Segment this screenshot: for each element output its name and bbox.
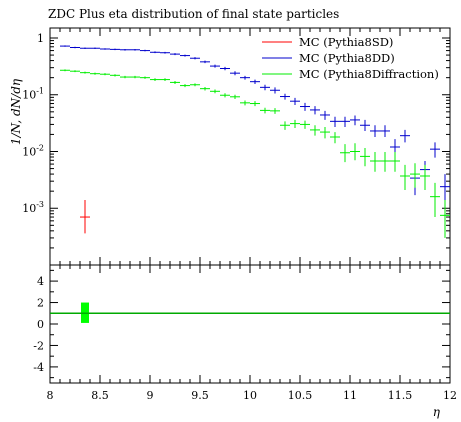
main-panel: 1 10-1 10-2 10-3 1/N, dN/dη: [9, 27, 451, 266]
y-tick-label: 10-3: [22, 200, 44, 215]
ratio-panel: 4 2 0 -2 -4: [33, 264, 451, 384]
ratio-y-tick-label: 4: [37, 275, 44, 288]
y-tick-label: 1: [37, 32, 44, 45]
x-tick-label: 8: [47, 389, 54, 402]
legend-label: MC (Pythia8Diffraction): [299, 67, 439, 81]
series-mc-pythia8sd-: [80, 199, 90, 234]
y-tick-label: 10-2: [22, 143, 44, 158]
x-axis-label: η: [433, 405, 441, 419]
x-tick-labels: 8 8.5 9 9.5 10 10.5 11 11.5 12: [47, 389, 458, 402]
x-tick-label: 9: [147, 389, 154, 402]
x-tick-label: 10.5: [288, 389, 313, 402]
x-tick-label: 8.5: [91, 389, 109, 402]
ratio-y-tick-label: -2: [33, 339, 44, 352]
ratio-y-tick-label: 0: [37, 318, 44, 331]
ratio-plot-frame: [49, 264, 451, 384]
x-tick-label: 12: [443, 389, 457, 402]
legend: MC (Pythia8SD) MC (Pythia8DD) MC (Pythia8D…: [262, 35, 439, 81]
x-tick-label: 10: [243, 389, 257, 402]
main-ticks: [49, 28, 451, 266]
y-axis-label: 1/N, dN/dη: [9, 78, 23, 145]
chart-title: ZDC Plus eta distribution of final state…: [48, 7, 339, 21]
y-tick-label: 10-1: [22, 87, 44, 102]
ratio-data: [50, 302, 450, 323]
x-tick-label: 11.5: [388, 389, 413, 402]
x-tick-label: 9.5: [191, 389, 209, 402]
ratio-y-tick-label: 2: [37, 297, 44, 310]
ratio-ticks: [49, 265, 451, 383]
legend-label: MC (Pythia8SD): [299, 35, 393, 49]
ratio-y-tick-labels: 4 2 0 -2 -4: [33, 275, 44, 374]
legend-label: MC (Pythia8DD): [299, 51, 395, 65]
ratio-y-tick-label: -4: [33, 361, 44, 374]
x-tick-label: 11: [343, 389, 357, 402]
main-data: [60, 45, 450, 238]
series-mc-pythia8diffraction-: [60, 69, 450, 238]
series-mc-pythia8dd-: [60, 45, 450, 204]
main-y-tick-labels: 1 10-1 10-2 10-3: [22, 32, 44, 215]
